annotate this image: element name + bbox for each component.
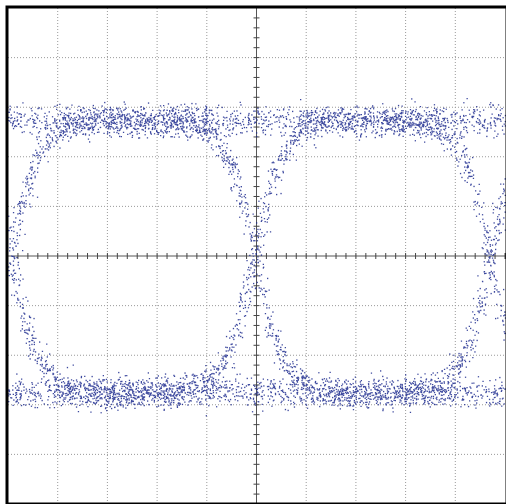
eye-trace-hits	[8, 98, 506, 417]
center-axes-ticks	[7, 7, 506, 504]
plot-frame	[5, 5, 506, 504]
eye-waveform	[8, 98, 506, 417]
